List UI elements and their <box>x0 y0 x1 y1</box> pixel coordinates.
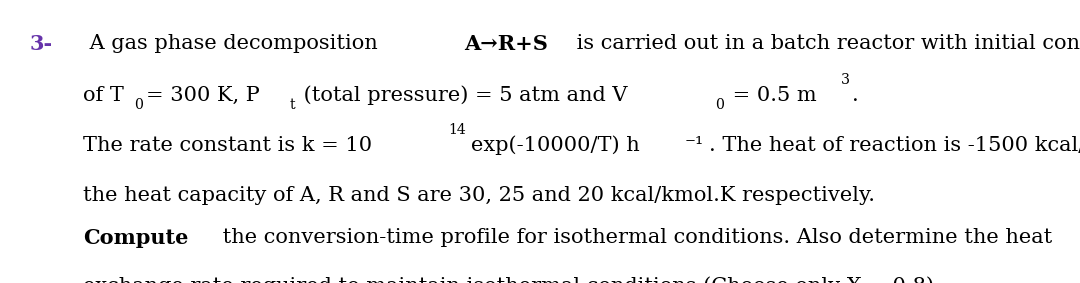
Text: exp(-10000/T) h: exp(-10000/T) h <box>471 136 639 155</box>
Text: exchange rate required to maintain isothermal conditions (Choose only X = 0.8).: exchange rate required to maintain isoth… <box>83 276 941 283</box>
Text: Compute: Compute <box>83 228 188 248</box>
Text: 14: 14 <box>448 123 467 137</box>
Text: A gas phase decomposition: A gas phase decomposition <box>83 35 384 53</box>
Text: 0: 0 <box>715 98 724 112</box>
Text: .: . <box>852 86 859 105</box>
Text: 0: 0 <box>134 98 144 112</box>
Text: = 0.5 m: = 0.5 m <box>726 86 816 105</box>
Text: The rate constant is k = 10: The rate constant is k = 10 <box>83 136 372 155</box>
Text: is carried out in a batch reactor with initial conditions: is carried out in a batch reactor with i… <box>570 35 1080 53</box>
Text: = 300 K, P: = 300 K, P <box>146 86 259 105</box>
Text: 3-: 3- <box>30 35 53 54</box>
Text: . The heat of reaction is -1500 kcal/kmol and: . The heat of reaction is -1500 kcal/kmo… <box>708 136 1080 155</box>
Text: A→R+S: A→R+S <box>464 35 548 54</box>
Text: ⁻¹: ⁻¹ <box>685 136 703 155</box>
Text: the conversion-time profile for isothermal conditions. Also determine the heat: the conversion-time profile for isotherm… <box>216 228 1052 247</box>
Text: the heat capacity of A, R and S are 30, 25 and 20 kcal/kmol.K respectively.: the heat capacity of A, R and S are 30, … <box>83 186 875 205</box>
Text: (total pressure) = 5 atm and V: (total pressure) = 5 atm and V <box>297 86 627 105</box>
Text: 3: 3 <box>841 73 850 87</box>
Text: of T: of T <box>83 86 123 105</box>
Text: t: t <box>289 98 295 112</box>
